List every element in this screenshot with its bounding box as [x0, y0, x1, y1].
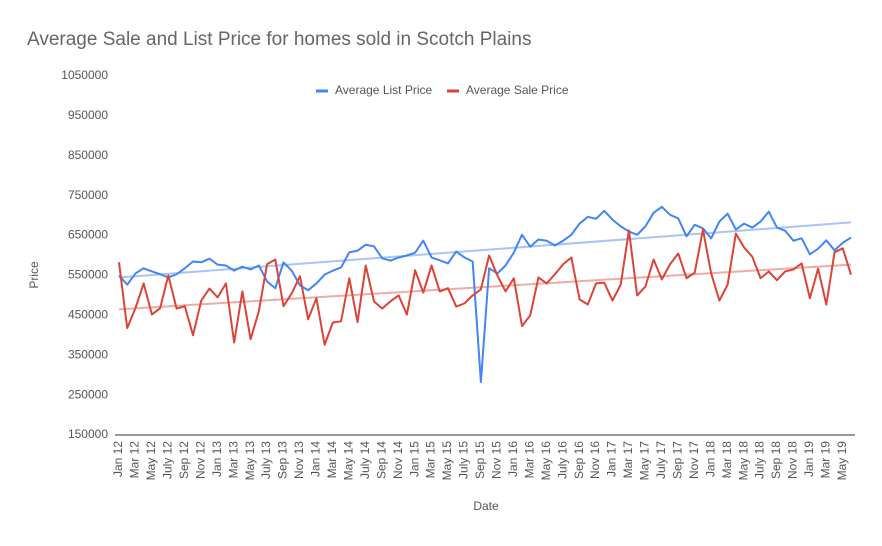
x-tick-label: Jan 12 — [111, 441, 125, 477]
y-tick-label: 250000 — [68, 387, 108, 401]
x-tick-label: July 13 — [259, 441, 273, 479]
x-tick-label: Sep 15 — [473, 441, 487, 479]
x-tick-label: July 16 — [555, 441, 569, 479]
x-tick-label: Sep 16 — [572, 441, 586, 479]
x-tick-label: July 18 — [753, 441, 767, 479]
y-tick-label: 850000 — [68, 148, 108, 162]
x-tick-label: May 19 — [835, 441, 849, 481]
x-tick-label: Mar 12 — [128, 441, 142, 479]
x-tick-label: May 17 — [638, 441, 652, 481]
x-tick-label: May 12 — [144, 441, 158, 481]
y-tick-label: 550000 — [68, 268, 108, 282]
x-tick-label: Sep 13 — [276, 441, 290, 479]
x-tick-label: July 17 — [654, 441, 668, 479]
x-tick-label: Sep 18 — [769, 441, 783, 479]
x-axis-label: Date — [473, 499, 499, 513]
x-tick-label: Mar 13 — [226, 441, 240, 479]
x-tick-label: Nov 17 — [687, 441, 701, 479]
series-line — [118, 228, 852, 346]
x-tick-label: Jan 19 — [802, 441, 816, 477]
x-tick-label: July 12 — [161, 441, 175, 479]
x-tick-label: Sep 14 — [374, 441, 388, 479]
x-tick-label: July 15 — [457, 441, 471, 479]
x-tick-label: Mar 19 — [818, 441, 832, 479]
x-tick-label: May 16 — [539, 441, 553, 481]
x-tick-label: Mar 17 — [621, 441, 635, 479]
chart-title: Average Sale and List Price for homes so… — [27, 29, 531, 50]
x-tick-label: July 14 — [358, 441, 372, 479]
x-tick-label: Jan 15 — [407, 441, 421, 477]
y-tick-label: 1050000 — [61, 68, 108, 82]
x-tick-label: Nov 16 — [588, 441, 602, 479]
x-tick-label: Mar 15 — [424, 441, 438, 479]
x-tick-label: Nov 18 — [786, 441, 800, 479]
legend-label: Average List Price — [335, 83, 432, 97]
x-tick-label: May 15 — [440, 441, 454, 481]
x-tick-label: May 13 — [243, 441, 257, 481]
y-tick-label: 450000 — [68, 308, 108, 322]
x-tick-label: Nov 15 — [490, 441, 504, 479]
series-line — [118, 205, 852, 383]
x-tick-label: Jan 17 — [605, 441, 619, 477]
x-tick-label: Jan 13 — [210, 441, 224, 477]
y-tick-label: 750000 — [68, 188, 108, 202]
y-tick-label: 350000 — [68, 347, 108, 361]
x-tick-label: Jan 18 — [703, 441, 717, 477]
x-tick-label: Nov 12 — [193, 441, 207, 479]
x-tick-label: Nov 13 — [292, 441, 306, 479]
y-tick-label: 650000 — [68, 228, 108, 242]
y-tick-label: 150000 — [68, 427, 108, 441]
y-tick-label: 950000 — [68, 108, 108, 122]
x-tick-label: Jan 16 — [506, 441, 520, 477]
x-tick-label: Nov 14 — [391, 441, 405, 479]
legend-label: Average Sale Price — [466, 83, 569, 97]
x-tick-label: Sep 17 — [670, 441, 684, 479]
x-tick-label: May 18 — [736, 441, 750, 481]
x-tick-label: Mar 14 — [325, 441, 339, 479]
x-tick-label: Mar 18 — [720, 441, 734, 479]
y-axis-label: Price — [27, 261, 41, 289]
x-tick-label: Mar 16 — [522, 441, 536, 479]
x-tick-label: May 14 — [341, 441, 355, 481]
x-tick-label: Jan 14 — [309, 441, 323, 477]
x-tick-label: Sep 12 — [177, 441, 191, 479]
